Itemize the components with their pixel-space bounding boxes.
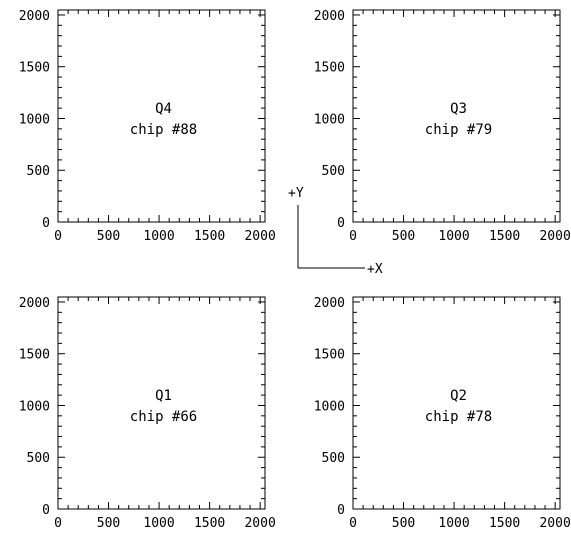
y-tick-label: 0 [42, 216, 50, 231]
x-tick-label: 1500 [194, 516, 225, 531]
x-tick-label: 500 [97, 229, 120, 244]
chip-number: chip #78 [425, 409, 492, 425]
panel-q3: 00 500 500 1000 1000 1500 1500 2000 2000 Q3 chip #… [314, 9, 571, 244]
chip-number: chip #66 [130, 409, 197, 425]
quadrant-name: Q1 [155, 388, 172, 404]
x-tick-label: 0 [54, 516, 62, 531]
tick-marks [352, 10, 560, 223]
orientation-indicator: +Y +X [288, 186, 383, 277]
quadrant-name: Q2 [450, 388, 467, 404]
y-tick-label: 500 [27, 164, 50, 179]
x-tick-label: 2000 [539, 229, 570, 244]
panel-frame [352, 9, 561, 223]
x-direction-label: +X [367, 262, 383, 277]
y-tick-label: 1000 [314, 112, 345, 127]
y-tick-label: 0 [337, 216, 345, 231]
x-tick-label: 500 [97, 516, 120, 531]
y-tick-label: 1000 [19, 399, 50, 414]
y-tick-label: 500 [322, 451, 345, 466]
y-direction-label: +Y [288, 186, 304, 201]
panel-frame [352, 296, 561, 510]
x-tick-label: 1500 [489, 229, 520, 244]
x-tick-label: 2000 [539, 516, 570, 531]
x-tick-label: 1500 [489, 516, 520, 531]
y-tick-label: 2000 [314, 296, 345, 311]
chip-number: chip #88 [130, 122, 197, 138]
y-tick-label: 0 [42, 503, 50, 518]
panel-frame [57, 296, 266, 510]
x-tick-label: 0 [349, 516, 357, 531]
y-tick-label: 1500 [314, 348, 345, 363]
x-tick-label: 2000 [244, 229, 275, 244]
y-tick-label: 2000 [19, 296, 50, 311]
y-tick-label: 1500 [19, 348, 50, 363]
y-tick-label: 1000 [314, 399, 345, 414]
y-tick-label: 0 [337, 503, 345, 518]
panel-q2: 00 500 500 1000 1000 1500 1500 2000 2000 Q2 chip #… [314, 296, 571, 531]
y-tick-label: 1500 [19, 61, 50, 76]
y-tick-label: 2000 [314, 9, 345, 24]
tick-marks [57, 297, 265, 510]
y-tick-label: 500 [322, 164, 345, 179]
panel-q1: 00 500 500 1000 1000 1500 1500 2000 2000 Q1 chip #… [19, 296, 276, 531]
panel-q4: 00 500 500 1000 1000 1500 1500 2000 2000 Q4 chip #… [19, 9, 276, 244]
x-tick-label: 500 [392, 229, 415, 244]
y-tick-label: 500 [27, 451, 50, 466]
x-tick-label: 1000 [143, 516, 174, 531]
x-tick-label: 0 [349, 229, 357, 244]
tick-marks [352, 297, 560, 510]
panel-frame [57, 9, 266, 223]
x-tick-label: 0 [54, 229, 62, 244]
y-tick-label: 1000 [19, 112, 50, 127]
y-tick-label: 1500 [314, 61, 345, 76]
x-tick-label: 1500 [194, 229, 225, 244]
tick-marks [57, 10, 265, 223]
x-tick-label: 1000 [438, 229, 469, 244]
chip-number: chip #79 [425, 122, 492, 138]
x-tick-label: 1000 [438, 516, 469, 531]
y-tick-label: 2000 [19, 9, 50, 24]
x-tick-label: 1000 [143, 229, 174, 244]
quadrant-name: Q3 [450, 101, 467, 117]
x-tick-label: 2000 [244, 516, 275, 531]
x-tick-label: 500 [392, 516, 415, 531]
quadrant-name: Q4 [155, 101, 172, 117]
